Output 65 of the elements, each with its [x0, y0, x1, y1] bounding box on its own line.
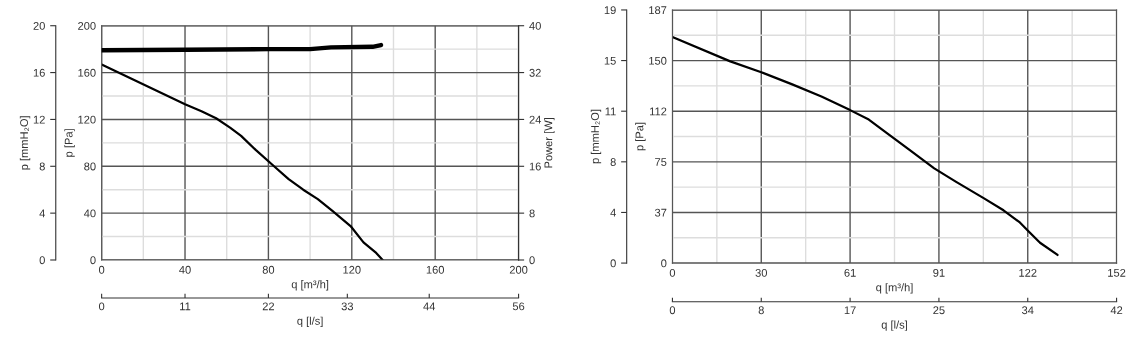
- x-tick-label: 152: [1108, 268, 1126, 277]
- y3-tick-label: 20: [33, 21, 45, 30]
- line-series: [101, 63, 384, 260]
- x-tick-label: 122: [1019, 268, 1037, 277]
- x-tick-label: 0: [98, 265, 105, 274]
- y-tick-label: 0: [661, 259, 667, 268]
- y-tick-label: 112: [650, 107, 667, 116]
- x-tick-label: 120: [343, 265, 361, 274]
- y-tick-label: 150: [649, 56, 667, 65]
- x2-tick-label: 42: [1110, 306, 1123, 315]
- x2-tick-label: 56: [512, 302, 525, 311]
- y-tick-label: 80: [84, 162, 96, 171]
- y-axis-title: p [Pa]: [635, 122, 646, 151]
- y2-tick-label: 0: [610, 259, 616, 268]
- y2-tick-label: 0: [529, 256, 535, 265]
- y-tick-label: 0: [90, 256, 96, 265]
- y2-tick-label: 11: [605, 107, 616, 116]
- y2-tick-label: 40: [529, 21, 541, 30]
- x-tick-label: 91: [933, 268, 945, 277]
- x2-tick-label: 0: [669, 306, 676, 315]
- x2-tick-label: 0: [98, 302, 105, 311]
- y2-tick-label: 16: [529, 162, 541, 171]
- x2-tick-label: 22: [262, 302, 275, 311]
- y-tick-label: 37: [654, 208, 667, 217]
- x-tick-label: 0: [669, 268, 676, 277]
- y-tick-label: 40: [83, 209, 96, 218]
- y-tick-label: 75: [655, 158, 667, 166]
- y-axis-title: p [Pa]: [64, 129, 75, 157]
- x2-tick-label: 11: [180, 302, 191, 311]
- y3-axis-title: p [mmH₂O]: [19, 116, 31, 170]
- x-axis-title: q [m³/h]: [291, 280, 329, 291]
- x-tick-label: 30: [755, 268, 768, 277]
- y-tick-label: 187: [649, 6, 667, 15]
- x-tick-label: 200: [509, 265, 528, 274]
- y2-tick-label: 24: [529, 115, 542, 124]
- x-tick-label: 80: [262, 265, 275, 274]
- y3-tick-label: 12: [33, 115, 45, 124]
- y-tick-label: 120: [78, 115, 96, 124]
- y2-tick-label: 8: [529, 209, 535, 218]
- y2-axis-title: Power [W]: [544, 118, 555, 168]
- x2-tick-label: 25: [933, 306, 945, 315]
- y2-tick-label: 8: [610, 158, 616, 166]
- x2-tick-label: 8: [758, 306, 764, 315]
- x2-tick-label: 44: [423, 302, 436, 311]
- x-tick-label: 160: [426, 265, 445, 274]
- y2-axis-title: p [mmH₂O]: [590, 109, 602, 164]
- y2-tick-label: 15: [604, 56, 616, 65]
- y-tick-label: 160: [78, 68, 96, 77]
- y3-tick-label: 4: [39, 209, 46, 218]
- y3-tick-label: 0: [39, 256, 45, 265]
- y2-tick-label: 4: [610, 208, 616, 217]
- x2-tick-label: 33: [341, 302, 354, 311]
- x-axis-title: q [m³/h]: [876, 283, 913, 294]
- line-series: [672, 35, 1059, 257]
- x2-tick-label: 34: [1021, 306, 1034, 315]
- y2-tick-label: 32: [529, 68, 541, 77]
- y3-tick-label: 16: [33, 68, 45, 77]
- x2-axis-title: q [l/s]: [297, 316, 323, 327]
- y-tick-label: 200: [78, 21, 96, 30]
- x-tick-label: 40: [179, 265, 191, 274]
- y3-tick-label: 8: [39, 162, 45, 171]
- x2-axis-title: q [l/s]: [881, 320, 907, 331]
- y2-tick-label: 19: [604, 6, 616, 15]
- x2-tick-label: 17: [844, 306, 856, 315]
- x-tick-label: 61: [844, 268, 856, 277]
